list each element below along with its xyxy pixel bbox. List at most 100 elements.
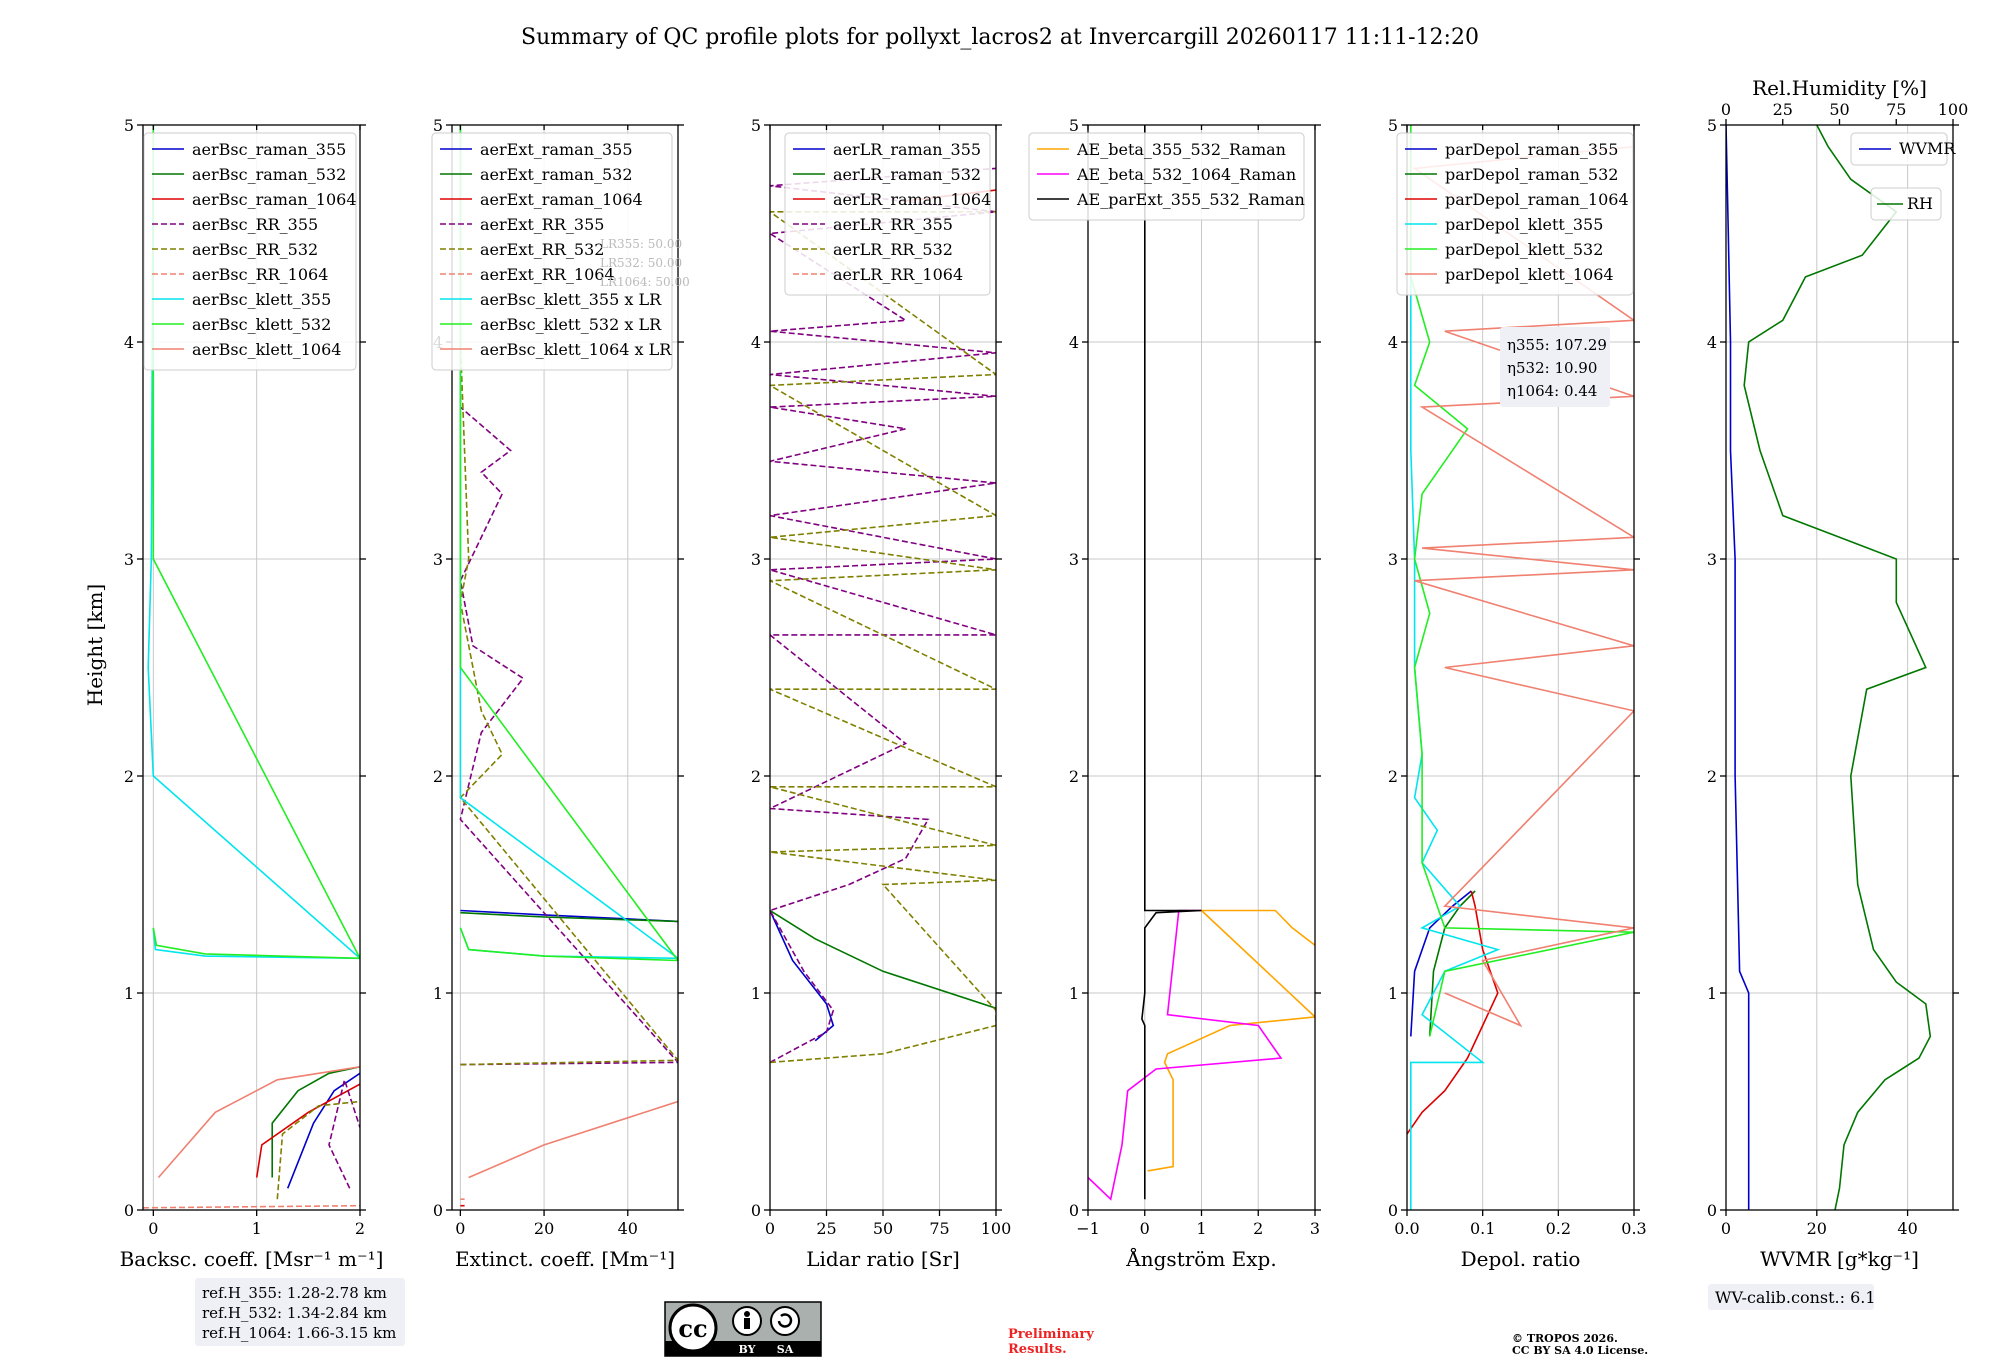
x-tick-label: 0.3 [1621,1219,1646,1238]
x-tick-label: 75 [929,1219,949,1238]
legend-label-aerBsc_klett_532 x LR: aerBsc_klett_532 x LR [480,315,662,334]
series-aerLR_raman_532 [770,909,996,1009]
sa-icon [770,1306,800,1336]
y-tick-label: 0 [751,1201,761,1220]
x-tick-label: 2 [355,1219,365,1238]
y-tick-label: 0 [1069,1201,1079,1220]
ref-height-box: ref.H_355: 1.28-2.78 km ref.H_532: 1.34-… [195,1278,405,1346]
y-tick-label: 2 [1069,767,1079,786]
x-tick-label: 0 [765,1219,775,1238]
series-parDepol_klett_532 [1410,125,1634,1037]
legend: parDepol_raman_355 parDepol_raman_532 parD… [1396,132,1634,296]
y-axis-label: Height [km] [83,584,107,706]
legend-frame [1028,132,1305,221]
sa-label: SA [777,1343,794,1356]
x-tick-label: 100 [981,1219,1012,1238]
y-tick-label: 4 [1388,333,1398,352]
x-tick-label: 1 [1196,1219,1206,1238]
top-x-tick-label: 100 [1938,100,1969,119]
legend-label-parDepol_raman_355: parDepol_raman_355 [1445,140,1618,159]
x-tick-label: 50 [873,1219,893,1238]
series-RH [1743,125,1932,1210]
legend-label-aerExt_RR_1064: aerExt_RR_1064 [480,265,615,284]
top-axis-title: Rel.Humidity [%] [1752,76,1927,100]
y-tick-label: 3 [751,550,761,569]
legend-label-aerLR_RR_1064: aerLR_RR_1064 [833,265,963,284]
ref-height-1064: ref.H_1064: 1.66-3.15 km [202,1324,396,1342]
legend-label-aerExt_RR_355: aerExt_RR_355 [480,215,604,234]
y-tick-label: 0 [1707,1201,1717,1220]
series-aerBsc_raman_532 [271,1066,360,1178]
legend-label-parDepol_raman_532: parDepol_raman_532 [1445,165,1618,184]
legend-label-aerBsc_RR_1064: aerBsc_RR_1064 [192,265,328,284]
x-tick-label: 0 [455,1219,465,1238]
legend-label-aerBsc_klett_532: aerBsc_klett_532 [192,315,331,334]
x-tick-label: 0 [1721,1219,1731,1238]
panel-3: 0 25 50 75 100 0 1 2 3 4 5 Lidar ratio [Sr] aerLR_ra… [751,116,1011,1271]
eta-line-1: η532: 10.90 [1507,359,1597,377]
figure-title: Summary of QC profile plots for pollyxt_… [521,25,1479,50]
y-tick-label: 5 [1707,116,1717,135]
y-tick-label: 5 [1388,116,1398,135]
copyright-line2: CC BY SA 4.0 License. [1512,1344,1648,1357]
legend-label-aerExt_raman_532: aerExt_raman_532 [480,165,633,184]
x-tick-label: 0.1 [1470,1219,1495,1238]
x-tick-label: 40 [618,1219,638,1238]
y-tick-label: 3 [1388,550,1398,569]
x-tick-label: 3 [1310,1219,1320,1238]
legend-label-aerBsc_raman_532: aerBsc_raman_532 [192,165,346,184]
y-tick-label: 1 [1069,984,1079,1003]
legend: aerLR_raman_355 aerLR_raman_532 aerLR_rama… [784,132,991,296]
series-AE_beta_532_1064_Raman [1088,909,1283,1201]
legend-label-RH: RH [1907,194,1933,213]
legend-frame [143,132,357,371]
x-axis-label: Backsc. coeff. [Msr⁻¹ m⁻¹] [120,1247,384,1271]
x-tick-label: 0.0 [1394,1219,1419,1238]
series-aerBsc_klett_532 [152,125,360,960]
y-tick-label: 3 [124,550,134,569]
cc-license-badge: cc BY SA [664,1301,822,1357]
eta-line-2: η1064: 0.44 [1507,382,1597,400]
legend-label-parDepol_klett_355: parDepol_klett_355 [1445,215,1603,234]
panel-6: 0 20 40 0 1 2 3 4 5 WVMR [g*kg⁻¹] 0 25 50 75 100 Rel.Hu… [1707,76,1968,1271]
legend-label-aerExt_RR_532: aerExt_RR_532 [480,240,604,259]
y-tick-label: 0 [433,1201,443,1220]
legend-label-aerLR_raman_532: aerLR_raman_532 [833,165,981,184]
y-tick-label: 1 [433,984,443,1003]
x-tick-label: 25 [816,1219,836,1238]
legend-label-aerBsc_raman_1064: aerBsc_raman_1064 [192,190,357,209]
legend-label-AE_parExt_355_532_Raman: AE_parExt_355_532_Raman [1076,190,1305,209]
top-x-tick-label: 50 [1829,100,1849,119]
plot-frame [451,124,679,1211]
top-x-tick-label: 75 [1886,100,1906,119]
series-parDepol_klett_355 [1410,125,1501,1210]
series-aerBsc_klett_1064 [157,1066,360,1179]
legend: WVMR RH [1850,132,1956,221]
lr-annotation: LR355: 50.00 LR532: 50.00 LR1064: 50.00 [600,237,690,289]
by-label: BY [739,1343,756,1356]
wv-calib-text: WV-calib.const.: 6.1 [1715,1288,1876,1307]
series-group [1407,125,1634,1210]
x-axis-label: Ångström Exp. [1125,1246,1276,1271]
y-tick-label: 2 [1707,767,1717,786]
series-WVMR [1726,125,1750,1210]
legend-label-parDepol_raman_1064: parDepol_raman_1064 [1445,190,1629,209]
legend: aerBsc_raman_355 aerBsc_raman_532 aerBsc_r… [143,132,357,371]
x-axis-label: Depol. ratio [1461,1247,1581,1271]
top-x-tick-label: 0 [1721,100,1731,119]
preliminary-line1: Preliminary [1008,1327,1094,1342]
plot-frame [142,124,361,1211]
lr-line-1: LR532: 50.00 [600,256,682,270]
legend-label-aerExt_raman_1064: aerExt_raman_1064 [480,190,643,209]
series-aerBsc_RR_355 [328,1076,360,1189]
legend-label-AE_beta_532_1064_Raman: AE_beta_532_1064_Raman [1076,165,1296,184]
legend: AE_beta_355_532_Raman AE_beta_532_1064_Ra… [1028,132,1305,221]
series-aerLR_RR_355 [770,167,996,1064]
y-tick-label: 4 [124,333,134,352]
legend-label-aerLR_RR_355: aerLR_RR_355 [833,215,953,234]
x-tick-label: 2 [1253,1219,1263,1238]
legend-frame [1396,132,1634,296]
top-x-tick-label: 25 [1773,100,1793,119]
y-tick-label: 2 [433,767,443,786]
x-tick-label: 0 [148,1219,158,1238]
